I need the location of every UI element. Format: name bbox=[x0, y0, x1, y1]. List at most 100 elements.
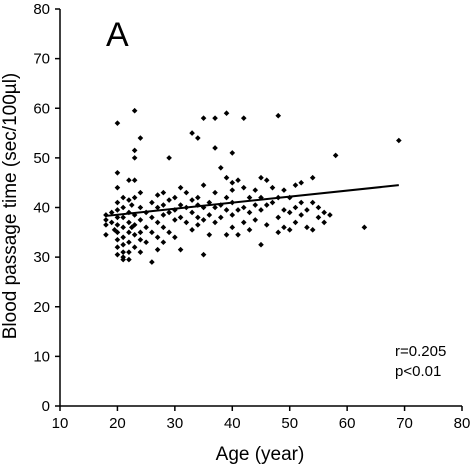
data-point bbox=[195, 214, 201, 221]
data-point bbox=[137, 189, 144, 196]
data-point bbox=[195, 135, 201, 141]
data-point bbox=[304, 224, 310, 231]
data-point bbox=[108, 209, 115, 216]
data-point bbox=[269, 199, 276, 206]
data-point bbox=[396, 137, 402, 144]
y-tick-label: 0 bbox=[42, 398, 50, 415]
data-point bbox=[143, 224, 149, 231]
data-point bbox=[149, 259, 155, 265]
data-point bbox=[212, 189, 218, 196]
data-point bbox=[223, 110, 230, 117]
data-point bbox=[189, 209, 195, 216]
y-tick-label: 70 bbox=[33, 51, 50, 68]
data-point bbox=[183, 189, 190, 196]
data-point bbox=[166, 197, 172, 203]
data-point bbox=[195, 202, 201, 208]
data-point bbox=[263, 202, 270, 208]
data-point bbox=[160, 212, 167, 218]
data-point bbox=[263, 222, 270, 228]
data-point bbox=[120, 241, 126, 248]
data-point bbox=[223, 174, 230, 181]
data-point bbox=[281, 207, 287, 213]
data-point bbox=[240, 115, 247, 121]
data-point bbox=[172, 194, 178, 201]
data-point bbox=[160, 202, 167, 208]
data-point bbox=[160, 189, 167, 196]
data-point bbox=[212, 204, 218, 211]
data-point bbox=[131, 155, 138, 161]
data-point bbox=[258, 194, 264, 201]
y-tick-label: 20 bbox=[33, 299, 50, 316]
data-point bbox=[200, 115, 207, 121]
data-point bbox=[128, 202, 135, 208]
data-point bbox=[258, 174, 264, 181]
data-point bbox=[298, 199, 304, 206]
x-tick-label: 70 bbox=[396, 415, 413, 432]
data-point bbox=[120, 234, 126, 241]
y-tick-label: 40 bbox=[33, 200, 50, 217]
data-point bbox=[315, 214, 322, 221]
data-point bbox=[206, 199, 213, 206]
data-point bbox=[286, 209, 293, 216]
x-tick-label: 40 bbox=[224, 415, 241, 432]
data-point bbox=[229, 179, 236, 186]
data-point bbox=[235, 231, 241, 238]
data-point bbox=[309, 227, 316, 233]
data-point bbox=[275, 214, 282, 221]
data-point bbox=[189, 227, 195, 233]
data-point bbox=[240, 204, 247, 211]
data-point bbox=[304, 207, 310, 213]
data-point bbox=[195, 222, 201, 228]
data-point bbox=[298, 212, 304, 218]
data-point bbox=[275, 229, 282, 236]
data-point bbox=[206, 212, 213, 218]
data-point bbox=[275, 112, 282, 119]
data-point bbox=[114, 214, 121, 221]
data-point bbox=[189, 197, 195, 203]
data-point bbox=[252, 217, 259, 223]
data-point bbox=[126, 239, 132, 246]
y-axis-title: Blood passage time (sec/100µl) bbox=[0, 73, 21, 340]
data-point bbox=[111, 227, 118, 233]
data-point bbox=[137, 249, 144, 255]
data-point bbox=[131, 222, 138, 228]
data-point bbox=[103, 222, 109, 228]
data-point bbox=[252, 187, 259, 193]
data-point bbox=[200, 182, 207, 188]
data-point bbox=[240, 219, 247, 226]
data-point bbox=[137, 135, 144, 141]
data-point bbox=[120, 194, 126, 201]
data-point bbox=[114, 251, 121, 258]
data-point bbox=[229, 150, 236, 156]
data-point bbox=[172, 234, 178, 241]
data-point bbox=[292, 204, 299, 211]
data-point bbox=[200, 217, 207, 223]
data-point bbox=[246, 194, 253, 201]
data-point bbox=[292, 182, 299, 188]
data-point bbox=[126, 197, 132, 203]
data-point bbox=[177, 184, 184, 191]
data-point bbox=[298, 179, 304, 186]
data-point bbox=[321, 209, 327, 216]
data-point bbox=[212, 115, 218, 121]
data-point bbox=[154, 246, 161, 253]
data-point bbox=[246, 209, 253, 216]
data-point bbox=[229, 212, 236, 218]
data-point bbox=[126, 256, 132, 263]
data-point bbox=[223, 231, 230, 238]
y-tick-label: 50 bbox=[33, 150, 50, 167]
data-point bbox=[240, 184, 247, 191]
data-point bbox=[131, 212, 138, 218]
data-point bbox=[286, 227, 293, 233]
annotation-r: r=0.205 bbox=[395, 343, 446, 360]
data-point bbox=[281, 187, 287, 193]
data-point bbox=[223, 207, 230, 213]
data-point bbox=[212, 145, 218, 151]
data-point bbox=[177, 202, 184, 208]
x-axis-title: Age (year) bbox=[216, 444, 305, 465]
data-point bbox=[160, 224, 167, 231]
data-point bbox=[131, 177, 138, 184]
data-point bbox=[120, 249, 126, 255]
data-point bbox=[177, 214, 184, 221]
